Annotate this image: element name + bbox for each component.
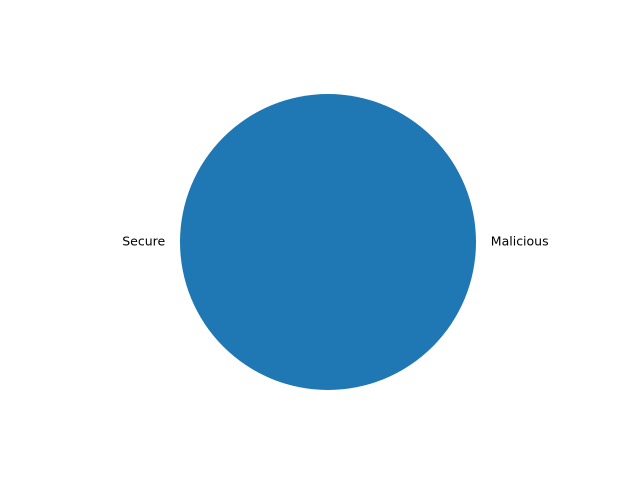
- pie-labels: Malicious Secure: [122, 234, 548, 249]
- pie-label-secure: Secure: [122, 234, 165, 249]
- pie-label-malicious: Malicious: [491, 234, 549, 249]
- pie-slices: [180, 94, 476, 390]
- pie-slice-secure: [180, 94, 476, 390]
